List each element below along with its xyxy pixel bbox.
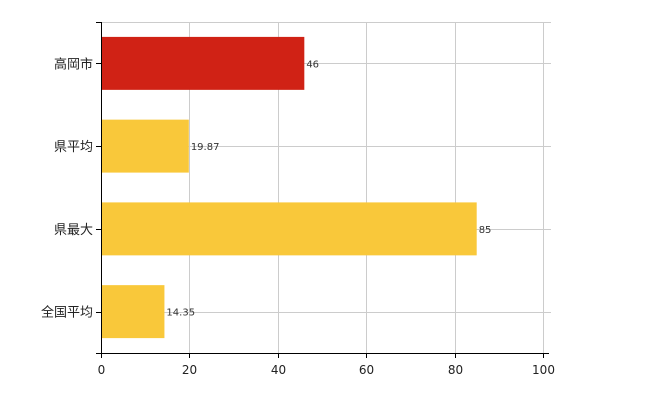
bar	[101, 119, 189, 173]
data-label: 46	[306, 59, 319, 70]
x-tick-label: 20	[182, 363, 197, 377]
bar	[101, 285, 165, 339]
bar-layer	[101, 36, 477, 339]
data-label: 85	[479, 225, 492, 236]
bar	[101, 202, 477, 256]
x-tick-label: 0	[98, 363, 106, 377]
x-tick-label: 100	[532, 363, 555, 377]
data-label: 19.87	[191, 142, 220, 153]
data-label: 14.35	[166, 308, 195, 319]
axis-layer: 0 20 40 60 80 100	[96, 22, 555, 377]
category-label: 県平均	[54, 140, 93, 155]
category-label: 全国平均	[41, 305, 93, 321]
x-tick-label: 80	[448, 363, 463, 377]
x-tick-label: 60	[359, 363, 374, 377]
label-layer: 46 高岡市 19.87 県平均 85 県最大 14.35 全国平均	[41, 56, 491, 320]
x-tick-label: 40	[271, 363, 286, 377]
bar	[101, 36, 305, 90]
category-label: 県最大	[54, 223, 93, 238]
category-label: 高岡市	[54, 56, 93, 72]
